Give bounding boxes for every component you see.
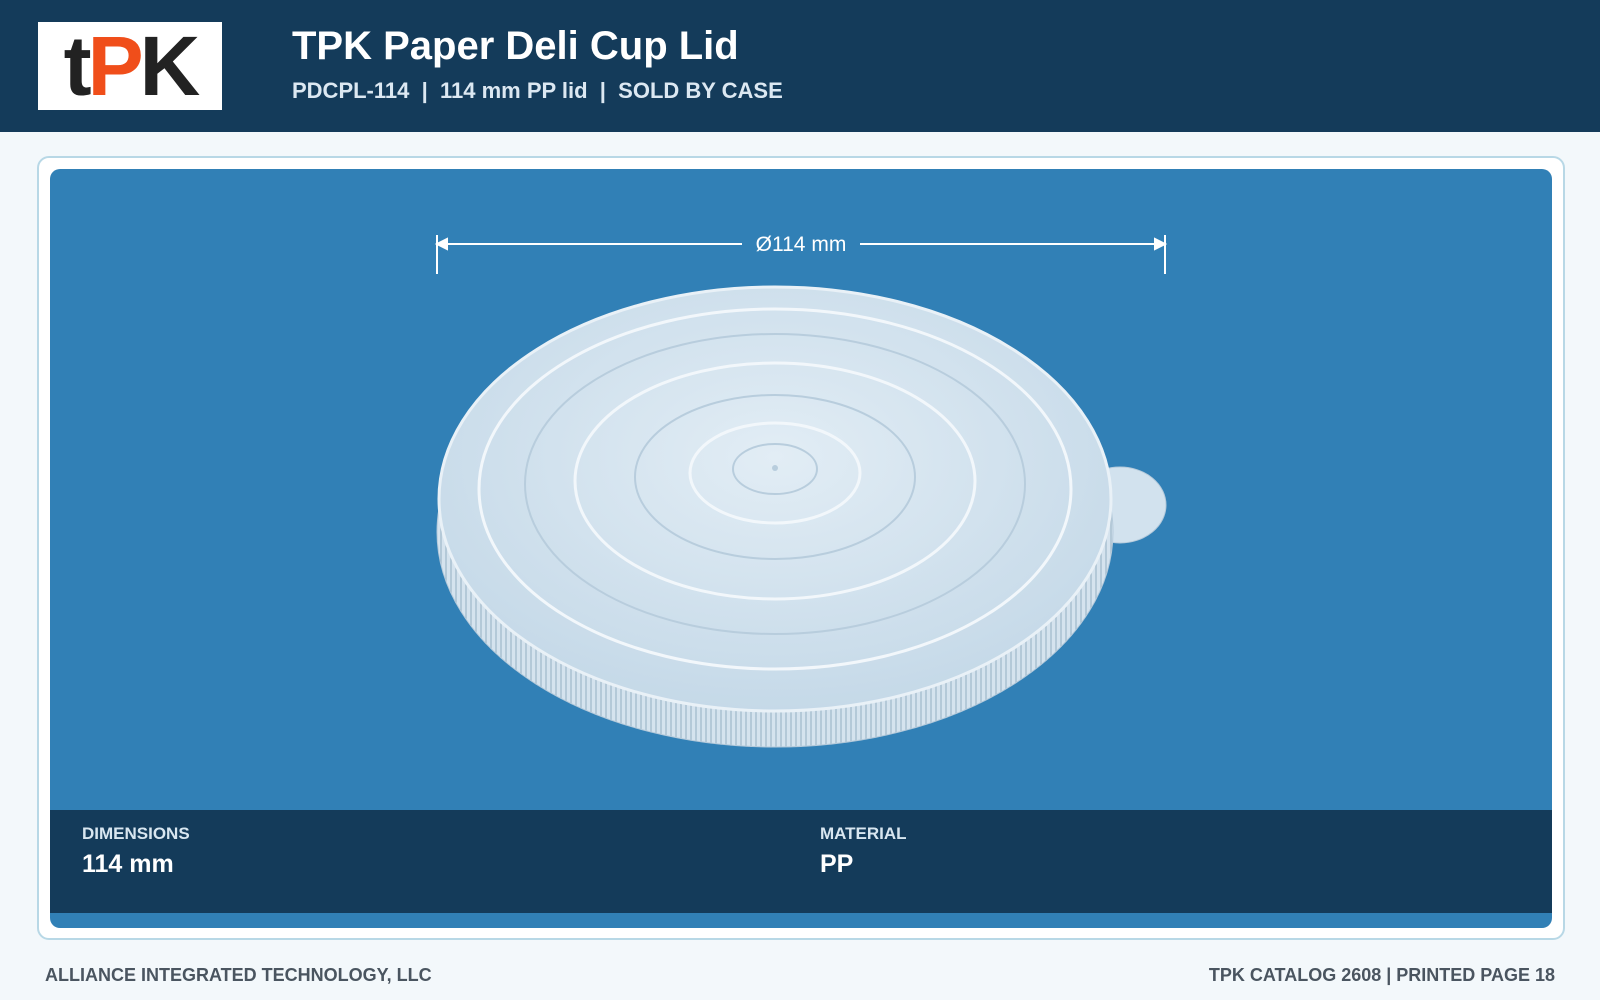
dimension-label: Ø114 mm [756,233,847,256]
title: TPK Paper Deli Cup Lid [292,24,739,68]
product-illustration: Ø114 mm [434,233,1168,748]
spec-value: 114 mm [82,850,174,878]
spec-value: PP [820,850,854,878]
product-panel: Ø114 mm DIMENSIONS 114 mm MATERIAL PP [50,169,1552,928]
lid [436,285,1167,748]
spec: DIMENSIONS 114 mm [82,824,190,879]
spec-bar: DIMENSIONS 114 mm MATERIAL PP [50,810,1552,913]
logo-letter: K [139,19,201,113]
footer-left: ALLIANCE INTEGRATED TECHNOLOGY, LLC [45,965,432,985]
header: tPK TPK Paper Deli Cup Lid PDCPL-114 | 1… [0,0,1600,132]
spec-label: MATERIAL [820,824,907,843]
logo: tPK [38,22,222,110]
dimension-line [434,235,1168,274]
spec: MATERIAL PP [820,824,907,879]
footer-right: TPK CATALOG 2608 | PRINTED PAGE 18 [1208,965,1555,985]
logo-letter: P [87,19,144,113]
spec-label: DIMENSIONS [82,824,190,843]
logo-letter: t [63,19,92,113]
subtitle: PDCPL-114 | 114 mm PP lid | SOLD BY CASE [292,78,783,103]
